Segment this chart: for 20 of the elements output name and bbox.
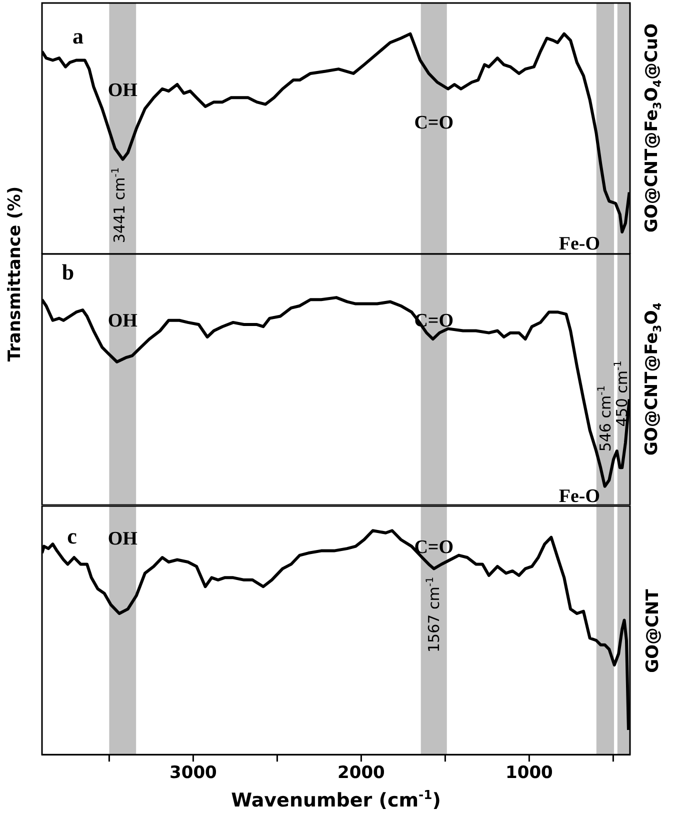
annotation: a — [72, 24, 84, 49]
annotation: 546 cm-1 — [596, 385, 615, 452]
x-axis-title: Wavenumber (cm$^{-1}$) — [231, 788, 441, 812]
x-tick-label: 2000 — [338, 763, 386, 784]
band-label: OH — [108, 528, 138, 550]
annotation: 3441 cm-1 — [110, 167, 128, 244]
band-label: Fe-O — [558, 486, 600, 507]
annotation: 1567 cm-1 — [425, 576, 444, 652]
band-label: Fe-O — [558, 233, 600, 254]
annotation: c — [67, 524, 78, 549]
text: b — [62, 260, 74, 285]
y2-axis-title: GO@CNT — [643, 588, 663, 672]
band-label: OH — [108, 80, 138, 101]
x-tick-label: 3000 — [170, 763, 218, 784]
x-tick-label: 1000 — [506, 763, 554, 784]
band-label: C=O — [414, 537, 454, 558]
annotation: 450 cm-1 — [612, 360, 631, 427]
band-label: C=O — [414, 112, 454, 134]
band-label: OH — [108, 310, 138, 332]
y-axis-title: Transmittance (%) — [5, 186, 25, 362]
